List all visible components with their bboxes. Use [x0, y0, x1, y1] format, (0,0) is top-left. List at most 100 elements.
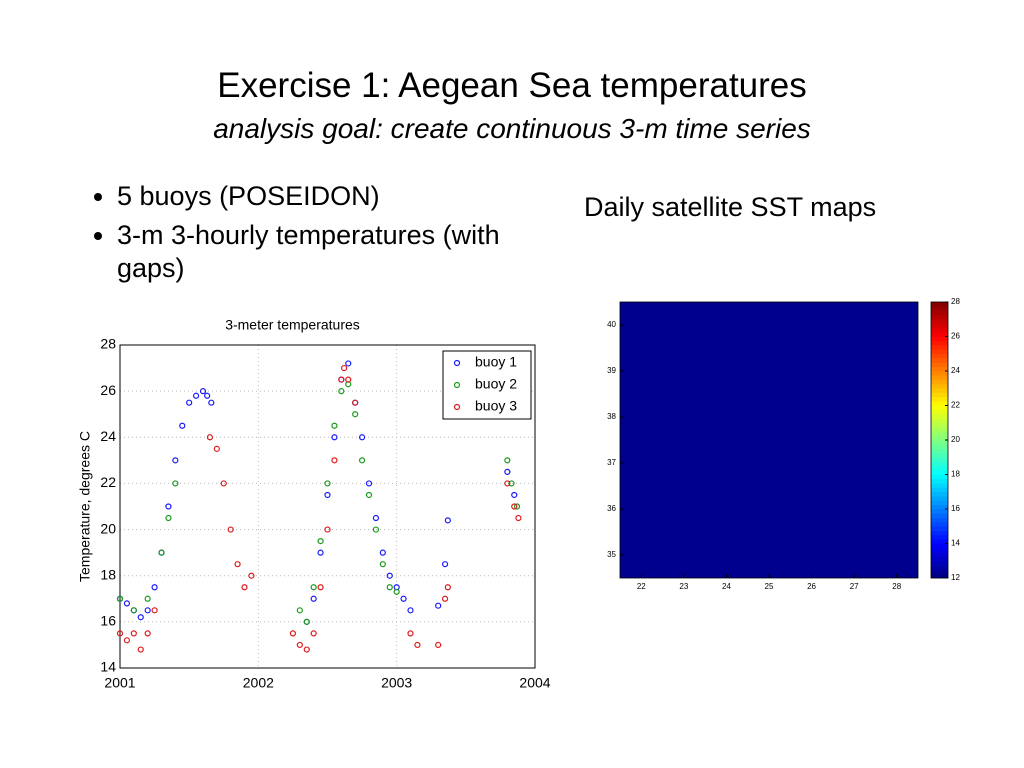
data-point [393, 588, 400, 595]
colorbar-tick-label: 20 [951, 435, 960, 444]
colorbar-step [931, 310, 948, 316]
colorbar-step [931, 513, 948, 518]
colorbar-step [931, 552, 948, 557]
colorbar-step [931, 379, 948, 385]
colorbar-step [931, 349, 948, 355]
data-point [310, 630, 317, 637]
data-point [358, 434, 366, 441]
colorbar-step [931, 569, 948, 574]
colorbar-step [931, 487, 948, 493]
data-point [324, 480, 331, 487]
colorbar-step [931, 474, 948, 480]
colorbar-step [931, 340, 948, 346]
data-point [435, 641, 442, 649]
colorbar-step [931, 491, 948, 497]
data-point [352, 399, 359, 406]
y-tick-label: 18 [100, 566, 116, 582]
colorbar-step [931, 452, 948, 458]
data-point [165, 514, 172, 522]
data-point [372, 514, 380, 522]
colorbar-step [931, 470, 948, 475]
data-point [345, 360, 352, 367]
data-point [324, 491, 331, 499]
data-point [144, 630, 151, 637]
data-point [137, 614, 144, 621]
colorbar-step [931, 534, 948, 540]
colorbar-step [931, 422, 948, 428]
x-tick-label: 2002 [243, 675, 274, 691]
y-tick-label: 14 [100, 659, 116, 675]
data-point [435, 602, 442, 609]
colorbar-step [931, 306, 948, 311]
y-tick-label: 36 [607, 504, 616, 513]
data-point [338, 376, 345, 383]
colorbar-step [931, 388, 948, 393]
colorbar-step [931, 332, 948, 337]
colorbar-step [931, 405, 948, 411]
y-tick-label: 16 [100, 613, 116, 629]
slide-title: Exercise 1: Aegean Sea temperatures [217, 66, 807, 105]
data-point [379, 561, 386, 568]
data-point [511, 503, 518, 510]
y-tick-label: 24 [100, 428, 116, 444]
colorbar-tick-label: 18 [951, 470, 960, 479]
colorbar-step [931, 362, 948, 367]
colorbar-tick-label: 28 [951, 297, 960, 306]
colorbar-step [931, 543, 948, 549]
data-point [303, 618, 310, 625]
colorbar-step [931, 465, 948, 471]
colorbar-step [931, 409, 948, 415]
data-point [234, 561, 241, 568]
colorbar-step [931, 496, 948, 501]
colorbar-step [931, 500, 948, 505]
data-point [441, 561, 449, 568]
x-tick-label: 2001 [104, 675, 135, 691]
colorbar-step [931, 383, 948, 389]
colorbar-step [931, 418, 948, 424]
colorbar-step [931, 314, 948, 320]
data-point [144, 595, 151, 602]
data-point [227, 526, 234, 533]
data-point [331, 457, 338, 464]
legend-label: buoy 1 [475, 354, 517, 370]
data-point [324, 526, 331, 533]
y-tick-label: 40 [607, 320, 616, 329]
x-tick-label: 24 [722, 582, 731, 591]
data-point [296, 607, 303, 614]
colorbar-step [931, 448, 948, 454]
y-tick-label: 22 [100, 474, 116, 490]
data-point [407, 607, 414, 614]
x-tick-label: 28 [892, 582, 901, 591]
slide-subtitle: analysis goal: create continuous 3-m tim… [213, 113, 811, 144]
x-tick-label: 2004 [519, 675, 550, 691]
data-point [317, 549, 324, 556]
colorbar-step [931, 517, 948, 523]
colorbar-step [931, 509, 948, 514]
data-point [345, 376, 352, 383]
y-tick-label: 35 [607, 550, 616, 559]
colorbar-step [931, 435, 948, 441]
data-point [358, 457, 366, 464]
y-axis-label: Temperature, degrees C [77, 431, 93, 582]
colorbar-step [931, 345, 948, 350]
legend-box [442, 350, 532, 420]
bullet-list: 5 buoys (POSEIDON) 3-m 3-hourly temperat… [80, 180, 557, 291]
data-point [504, 457, 511, 464]
data-point [444, 517, 451, 524]
y-tick-label: 26 [100, 382, 116, 398]
legend-label: buoy 3 [475, 398, 517, 414]
data-point [296, 641, 303, 649]
data-point [504, 480, 511, 487]
colorbar-step [931, 530, 948, 536]
bullet: 5 buoys (POSEIDON) [117, 180, 557, 213]
colorbar-tick-label: 24 [951, 366, 960, 375]
colorbar-step [931, 336, 948, 342]
data-point [151, 584, 158, 591]
data-point [365, 491, 373, 499]
data-point [386, 584, 393, 591]
legend-marker [453, 403, 461, 411]
colorbar-step [931, 358, 948, 363]
data-point [186, 399, 193, 406]
data-point [172, 457, 179, 464]
